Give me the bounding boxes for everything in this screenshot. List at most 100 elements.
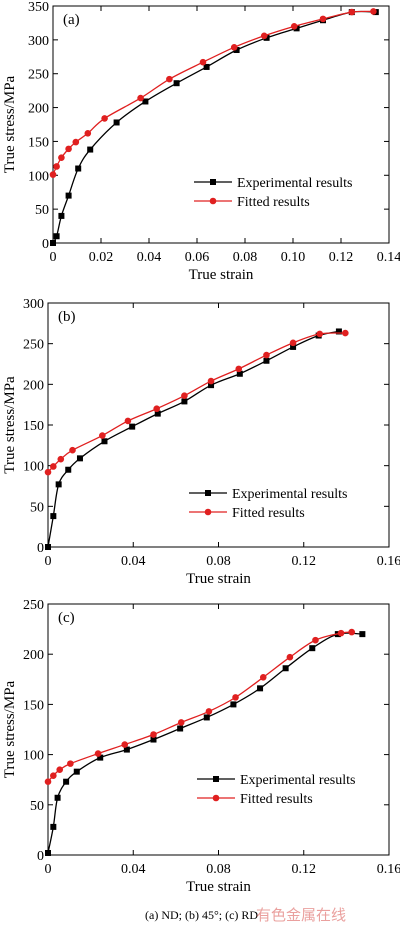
data-point-circle [58,154,65,161]
series-line [52,10,376,244]
data-point-circle [69,446,76,454]
figure-caption: (a) ND; (b) 45°; (c) RD [145,908,259,922]
legend-marker-square [213,776,219,782]
x-axis-title: True strain [189,267,254,283]
data-point-square [87,146,94,153]
y-tick-label: 200 [28,102,49,117]
data-point-circle [94,750,102,757]
panel-label: (c) [58,610,75,626]
chart-panel-3: 0 0.04 0.08 0.12 0.16 0 50 100 150 200 250 True str… [2,598,400,895]
data-point-circle [337,629,345,637]
data-point-square [53,233,60,240]
data-point-square [113,119,120,126]
x-tick-label: 0 [45,862,52,877]
data-point-square [97,754,104,761]
x-tick-label: 0 [45,554,52,569]
y-tick-label: 100 [28,169,49,184]
y-tick-label: 100 [23,460,44,475]
data-point-square [282,665,289,672]
y-tick-label: 300 [28,34,49,49]
legend: Experimental results Fitted results [197,773,355,807]
data-point-circle [166,75,173,83]
data-point-square [173,80,180,87]
data-point-square [236,370,243,377]
data-point-circle [49,171,57,178]
data-point-circle [84,130,92,137]
data-point-square [76,455,83,462]
legend-label: Experimental results [232,487,347,502]
y-tick-label: 0 [42,237,49,252]
y-axis-title: True stress/MPa [2,75,18,173]
data-point-circle [235,365,243,373]
data-point-square [233,47,240,54]
data-point-circle [67,760,74,767]
data-point-circle [199,58,207,66]
y-tick-label: 0 [37,541,44,556]
y-axis-title: True stress/MPa [2,680,18,778]
x-tick-label: 0.04 [121,554,146,569]
data-point-circle [72,138,80,146]
data-point-circle [44,778,52,786]
data-point-circle [263,351,270,359]
data-point-circle [348,8,356,16]
y-tick-label: 150 [28,135,49,150]
data-point-square [181,398,188,405]
data-point-circle [177,719,185,726]
x-tick-label: 0.12 [292,862,317,877]
x-tick-label: 0.04 [137,250,162,265]
x-axis-title: True strain [186,571,251,587]
y-tick-label: 50 [35,203,49,218]
legend: Experimental results Fitted results [194,176,352,210]
data-point-circle [289,339,297,347]
data-point-circle [259,673,267,681]
legend-label: Fitted results [240,792,313,807]
data-point-circle [99,432,106,439]
y-tick-label: 250 [28,68,49,83]
series-experimental [45,631,366,856]
data-point-square [142,98,149,105]
x-tick-label: 0 [50,250,57,265]
y-axis-title: True stress/MPa [2,376,18,474]
x-tick-label: 0.16 [377,554,400,569]
watermark: 有色金属在线 [256,906,347,924]
data-point-square [55,481,62,488]
data-point-square [257,685,264,692]
y-tick-label: 250 [23,338,44,353]
x-tick-label: 0.16 [377,862,400,877]
data-point-circle [53,163,60,170]
y-tick-label: 200 [23,378,44,393]
x-tick-label: 0.04 [121,862,146,877]
data-point-square [129,423,136,430]
y-tick-label: 0 [37,849,44,864]
legend-label: Fitted results [237,195,310,210]
data-point-circle [44,468,52,476]
data-point-square [58,212,65,219]
data-point-circle [230,44,238,51]
data-point-circle [181,392,188,400]
y-tick-label: 50 [30,500,44,515]
legend-label: Experimental results [237,176,352,191]
data-point-circle [316,330,324,338]
series-fitted [44,628,356,786]
x-tick-label: 0.12 [329,250,354,265]
x-tick-label: 0.14 [377,250,400,265]
data-point-square [54,794,61,801]
data-point-square [154,410,161,417]
series-experimental [45,328,342,550]
panel-label: (b) [58,309,76,325]
legend: Experimental results Fitted results [189,487,347,521]
plot-frame [52,5,390,244]
legend-marker-circle [212,794,220,802]
x-tick-label: 0.08 [233,250,258,265]
data-point-circle [50,463,57,470]
plot-frame [47,603,390,856]
x-tick-label: 0.06 [185,250,210,265]
data-point-circle [312,636,319,644]
y-tick-label: 350 [28,0,49,15]
legend-label: Experimental results [240,773,355,788]
data-point-square [208,382,215,389]
data-point-circle [205,708,213,715]
data-point-square [335,328,342,335]
x-tick-label: 0.08 [206,554,231,569]
